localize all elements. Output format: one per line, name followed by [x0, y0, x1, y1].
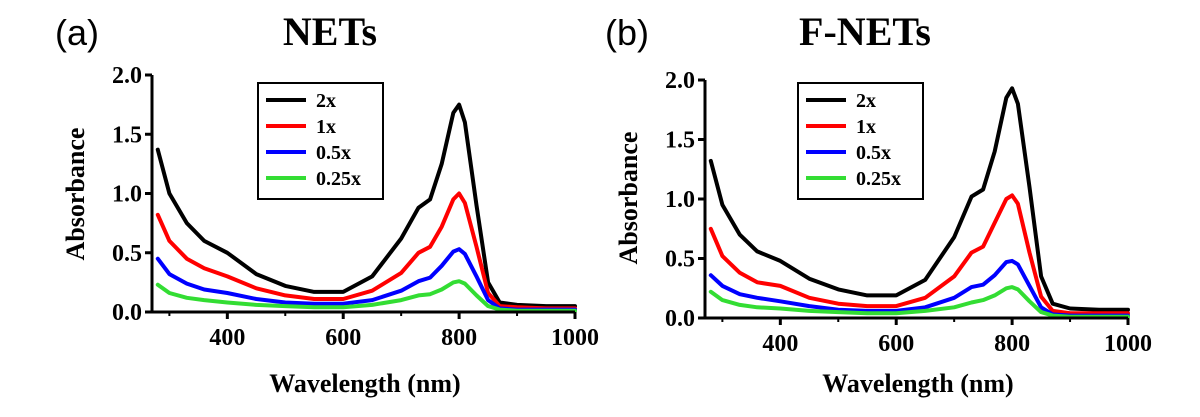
panel-a-y-tick-label: 0.5 — [112, 241, 142, 267]
panel-a-x-tick-label: 400 — [209, 325, 245, 351]
panel-a-legend-label-3: 0.5x — [316, 142, 351, 164]
panel-b-y-tick-label: 2.0 — [665, 68, 695, 94]
panel-a-x-tick-label: 600 — [325, 325, 361, 351]
panel-a-x-tick-label: 800 — [441, 325, 477, 351]
panel-a-y-tick-label: 1.5 — [112, 122, 142, 148]
panel-a-y-tick-label: 0.0 — [112, 300, 142, 326]
panel-b: (b) F-NETs Wavelength (nm) Absorbance 40… — [605, 9, 1152, 398]
panel-a-series-1-line — [155, 102, 577, 309]
panel-a-legend-label-4: 0.25x — [316, 168, 361, 190]
panel-a-y-tick-label: 2.0 — [112, 63, 142, 89]
panel-b-y-tick-label: 0.0 — [665, 306, 695, 332]
panel-b-y-tick-label: 1.0 — [665, 187, 695, 213]
panel-a-legend-label-1: 2x — [316, 90, 336, 112]
panel-b-series-4-line — [708, 285, 1130, 319]
panel-b-letter: (b) — [605, 12, 649, 53]
panel-b-x-tick-label: 400 — [762, 331, 798, 357]
panel-b-x-tick-label: 600 — [878, 331, 914, 357]
panel-a-series-2-line — [155, 191, 577, 311]
panel-b-x-tick-label: 800 — [994, 331, 1030, 357]
panel-b-title: F-NETs — [799, 9, 931, 54]
panel-a-x-tick-label: 1000 — [551, 325, 599, 351]
panel-b-x-tick-label: 1000 — [1104, 331, 1152, 357]
panel-b-y-tick-label: 1.5 — [665, 128, 695, 154]
panel-a-series-4-line — [155, 279, 577, 313]
panel-b-legend-label-1: 2x — [856, 90, 876, 112]
panel-b-legend-label-3: 0.5x — [856, 142, 891, 164]
panel-a-letter: (a) — [55, 12, 99, 53]
panel-b-y-tick-label: 0.5 — [665, 247, 695, 273]
panel-a-y-axis-label: Absorbance — [61, 128, 90, 261]
panel-b-series-3-line — [708, 258, 1130, 318]
panel-a: (a) NETs Wavelength (nm) Absorbance 400 6… — [55, 9, 599, 398]
panel-b-legend-label-2: 1x — [856, 116, 876, 138]
panel-b-x-axis-label: Wavelength (nm) — [822, 369, 1013, 398]
panel-a-title: NETs — [283, 9, 377, 54]
panel-b-series-2-line — [708, 193, 1130, 316]
panel-b-series-1-line — [708, 86, 1130, 312]
panel-a-x-axis-label: Wavelength (nm) — [269, 369, 460, 398]
panel-a-legend-label-2: 1x — [316, 116, 336, 138]
panel-b-legend-label-4: 0.25x — [856, 168, 901, 190]
panel-a-y-tick-label: 1.0 — [112, 182, 142, 208]
panel-b-y-axis-label: Absorbance — [614, 132, 643, 265]
panel-a-series-3-line — [155, 247, 577, 312]
